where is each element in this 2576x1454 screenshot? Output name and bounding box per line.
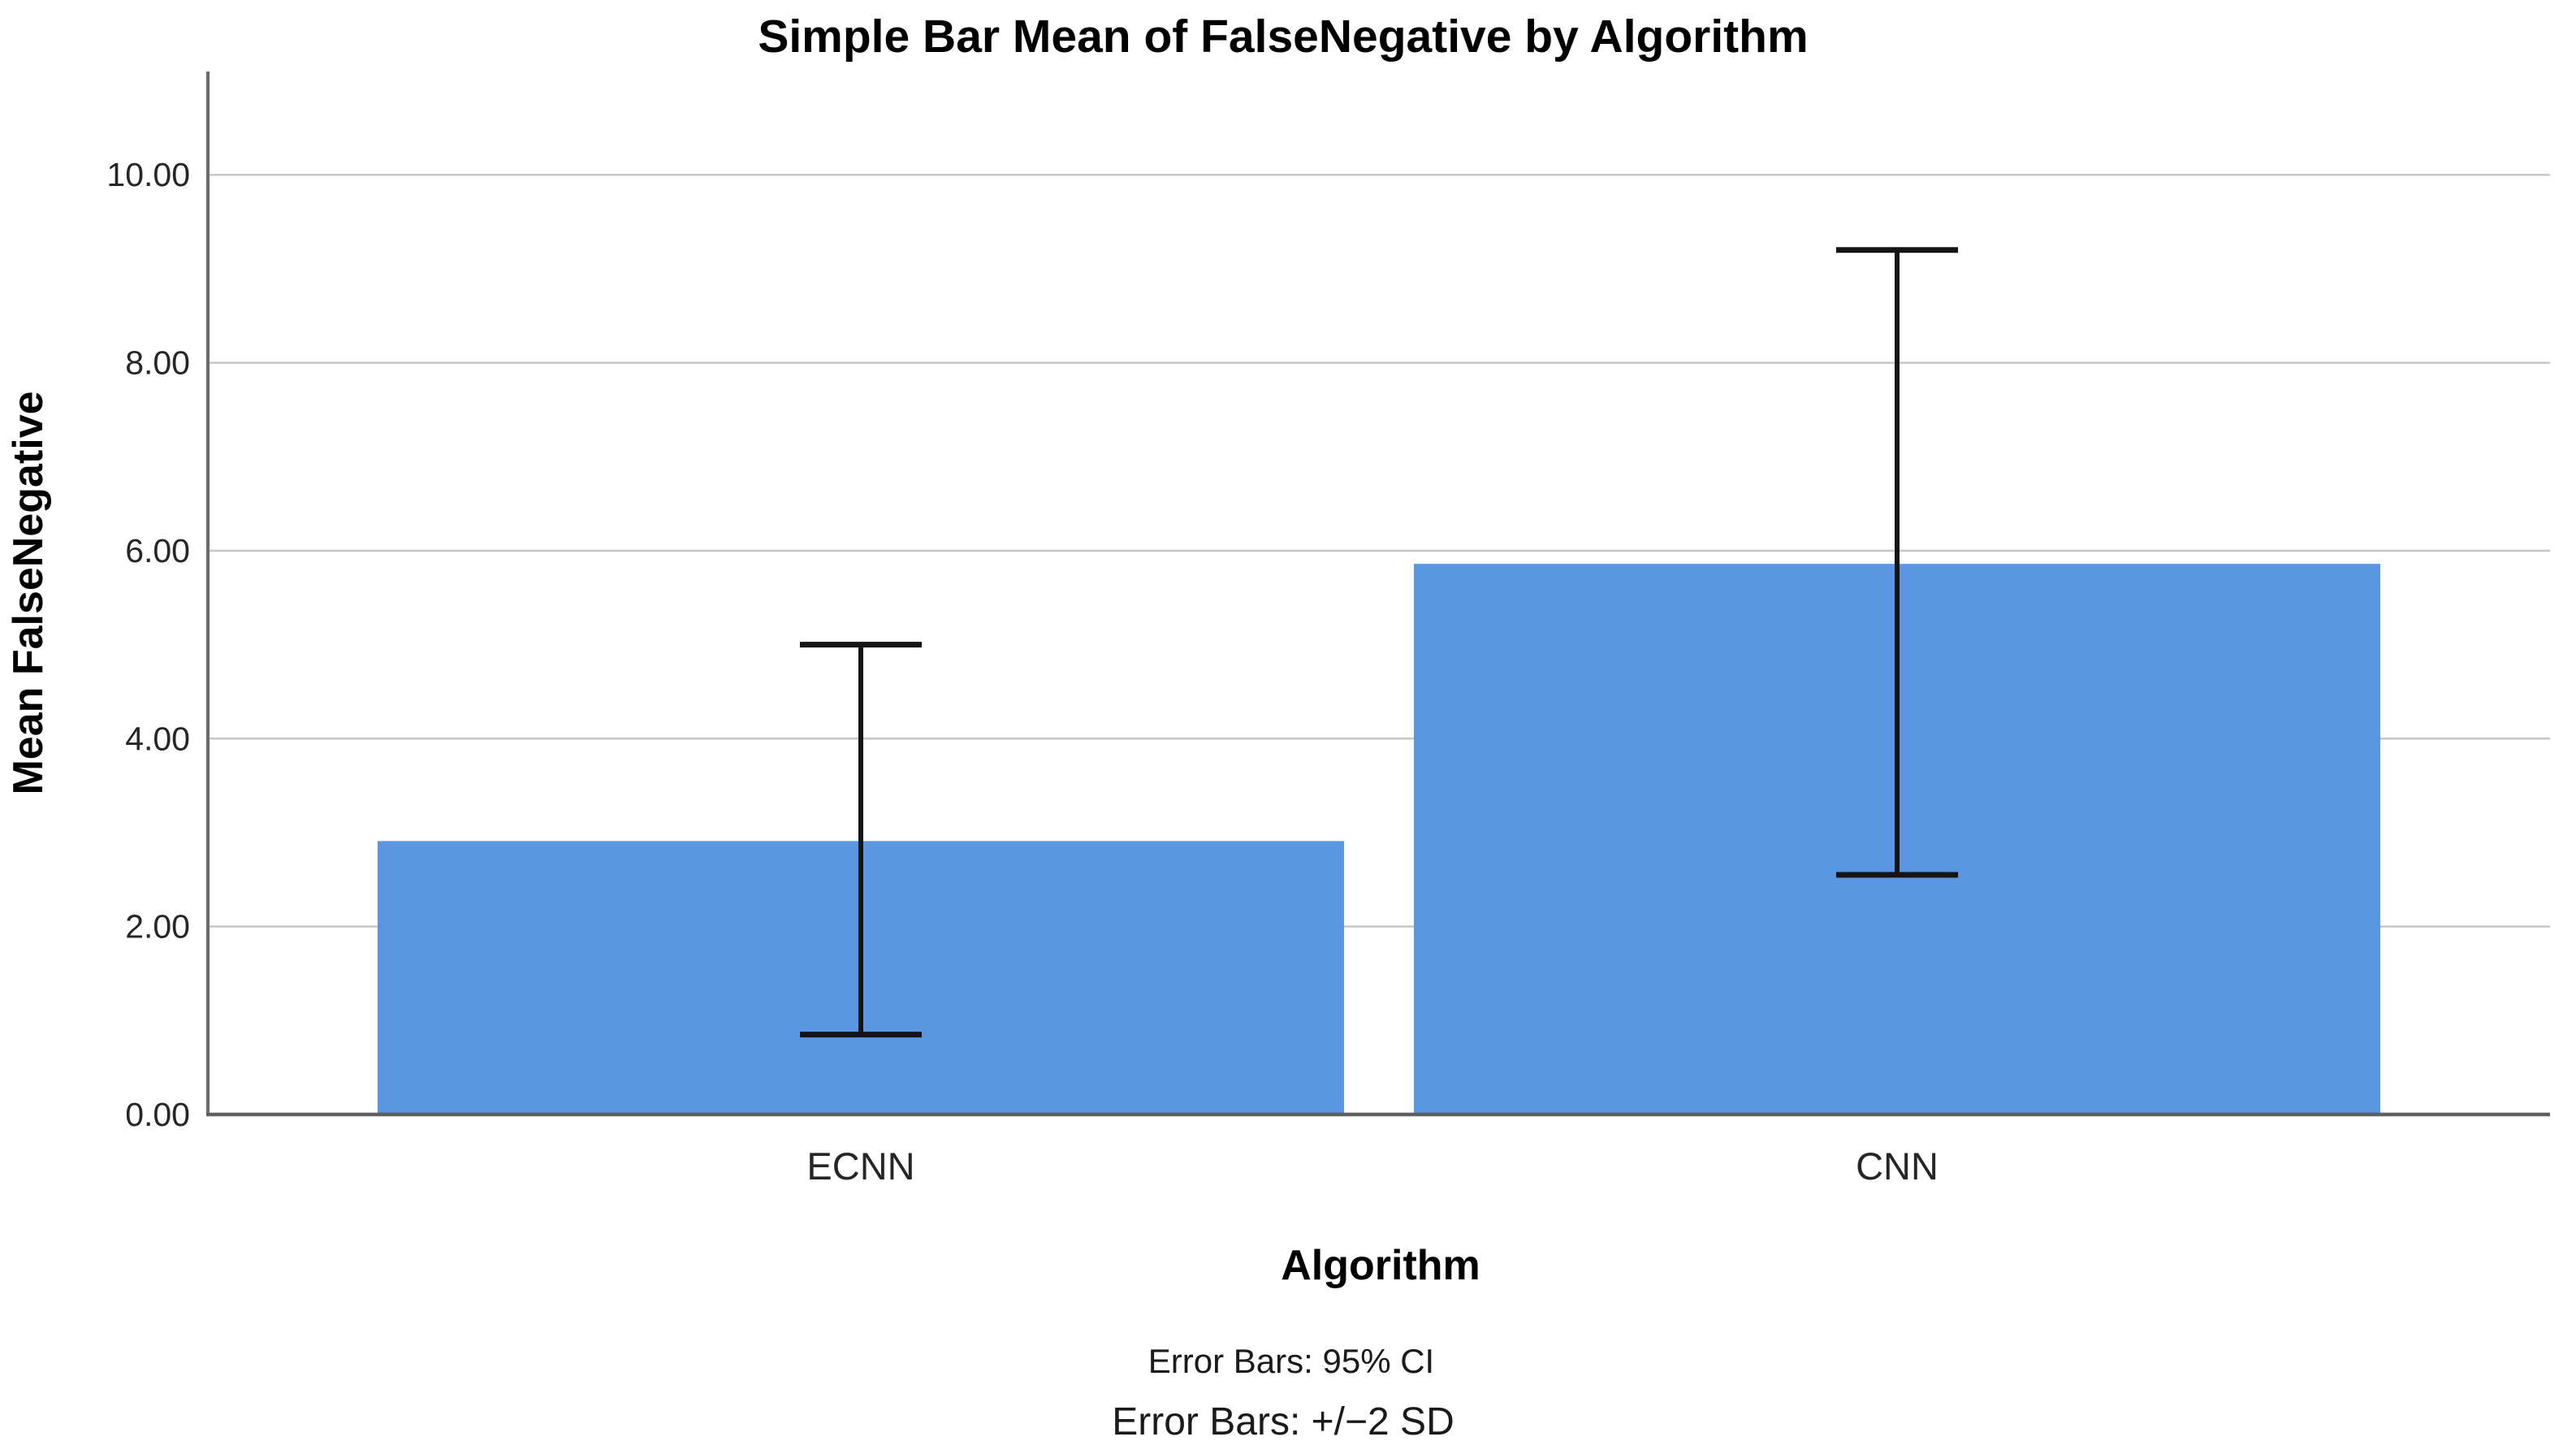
x-axis-title: Algorithm [1281, 1242, 1480, 1289]
error-bar-ECNN [800, 642, 922, 1038]
x-category-label-ECNN: ECNN [806, 1145, 914, 1188]
y-tick-label-4.00: 4.00 [125, 720, 190, 757]
y-tick-label-6.00: 6.00 [125, 532, 190, 569]
footnote-sd: Error Bars: +/−2 SD [1112, 1400, 1454, 1443]
chart-title: Simple Bar Mean of FalseNegative by Algo… [758, 11, 1808, 63]
error-bar-CNN [1836, 247, 1958, 878]
x-category-labels: ECNN CNN [806, 1145, 1938, 1188]
footnote-ci: Error Bars: 95% CI [1148, 1342, 1434, 1380]
bars [378, 564, 2380, 1114]
x-category-label-CNN: CNN [1856, 1145, 1938, 1188]
y-tick-label-0.00: 0.00 [125, 1096, 190, 1133]
y-axis-title: Mean FalseNegative [5, 391, 52, 794]
y-tick-label-8.00: 8.00 [125, 344, 190, 382]
error-bars [800, 247, 1958, 1038]
axes [206, 71, 2550, 1117]
y-tick-labels: 0.00 2.00 4.00 6.00 8.00 10.00 [106, 156, 190, 1133]
y-tick-label-10.00: 10.00 [106, 156, 190, 193]
y-tick-label-2.00: 2.00 [125, 908, 190, 946]
